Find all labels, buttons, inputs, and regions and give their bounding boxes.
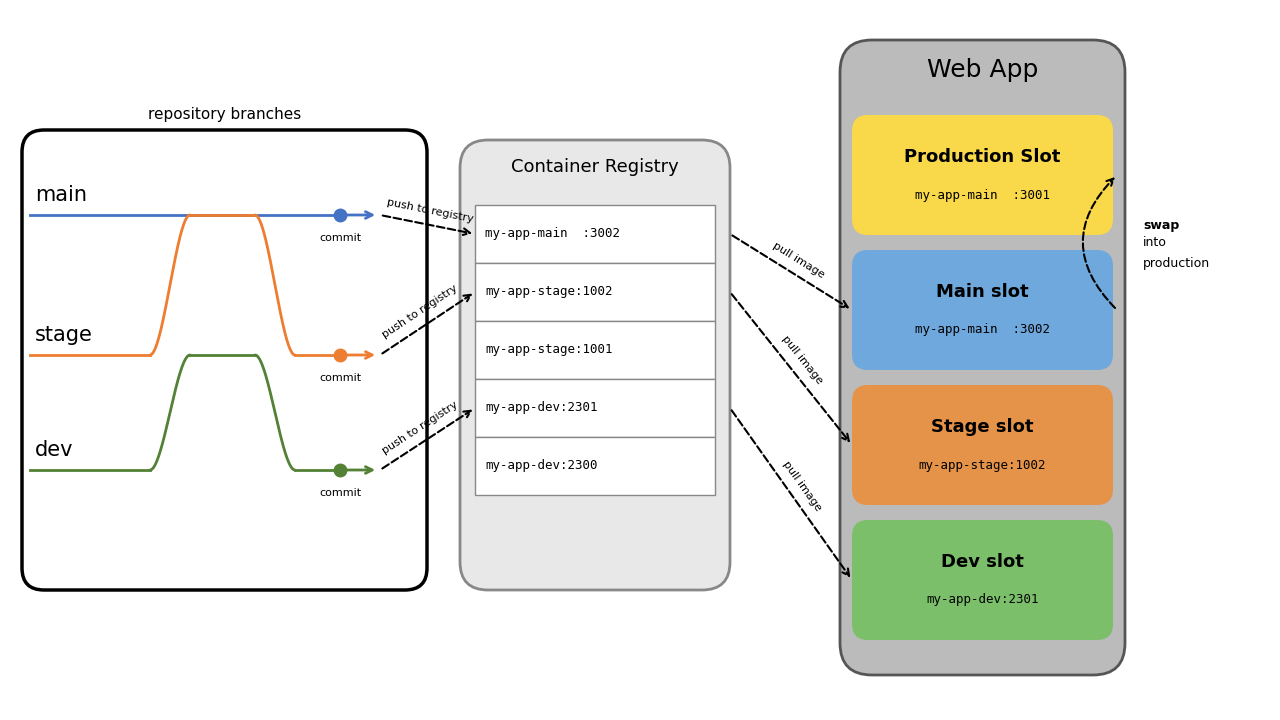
Text: swap: swap [1143,220,1179,233]
FancyBboxPatch shape [475,321,716,379]
Text: Dev slot: Dev slot [941,553,1024,571]
FancyBboxPatch shape [852,115,1114,235]
Text: my-app-main  :3001: my-app-main :3001 [915,189,1050,202]
FancyBboxPatch shape [460,140,730,590]
Text: my-app-main  :3002: my-app-main :3002 [485,228,620,240]
Text: dev: dev [35,440,73,460]
Text: stage: stage [35,325,93,345]
Text: Web App: Web App [927,58,1038,82]
Text: my-app-dev:2300: my-app-dev:2300 [485,459,598,472]
Text: my-app-stage:1002: my-app-stage:1002 [919,459,1046,472]
FancyBboxPatch shape [852,385,1114,505]
Text: push to registry: push to registry [387,197,475,225]
FancyBboxPatch shape [475,379,716,437]
Text: commit: commit [319,488,361,498]
Text: push to registry: push to registry [380,284,460,341]
Text: Stage slot: Stage slot [932,418,1034,436]
FancyBboxPatch shape [852,250,1114,370]
Text: pull image: pull image [771,240,826,280]
FancyBboxPatch shape [475,263,716,321]
Text: Container Registry: Container Registry [511,158,678,176]
FancyBboxPatch shape [852,520,1114,640]
Text: Main slot: Main slot [936,283,1029,301]
Text: pull image: pull image [780,333,824,386]
Text: my-app-main  :3002: my-app-main :3002 [915,323,1050,336]
FancyBboxPatch shape [475,437,716,495]
Text: push to registry: push to registry [380,399,460,456]
Text: commit: commit [319,233,361,243]
FancyBboxPatch shape [840,40,1125,675]
Text: main: main [35,185,87,205]
Text: my-app-stage:1001: my-app-stage:1001 [485,343,613,356]
Text: repository branches: repository branches [148,107,301,122]
Text: production: production [1143,258,1210,271]
Text: pull image: pull image [781,459,823,513]
FancyBboxPatch shape [475,205,716,263]
Text: Production Slot: Production Slot [904,148,1061,166]
Text: my-app-dev:2301: my-app-dev:2301 [485,402,598,415]
Text: my-app-stage:1002: my-app-stage:1002 [485,286,613,299]
Text: into: into [1143,236,1167,249]
Text: my-app-dev:2301: my-app-dev:2301 [927,593,1039,606]
Text: commit: commit [319,373,361,383]
